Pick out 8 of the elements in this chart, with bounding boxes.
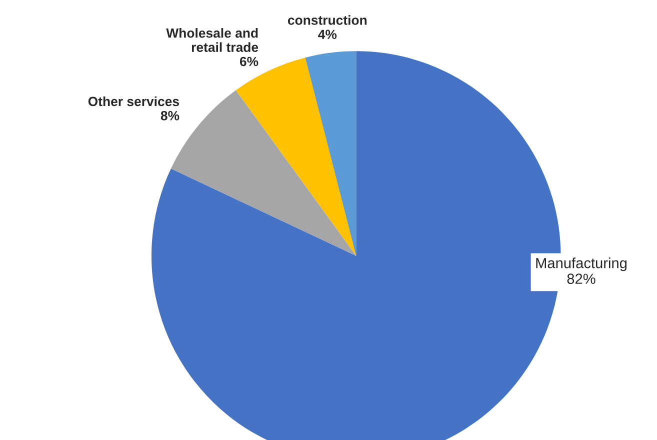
- data-label: 82%: [567, 274, 596, 284]
- slice-label: Wholesale and retail trade: [166, 28, 258, 52]
- data-label: 6%: [240, 56, 258, 66]
- slice-label: Other services: [88, 96, 179, 106]
- data-label: 4%: [318, 30, 337, 40]
- data-label: 8%: [160, 111, 180, 120]
- slice-label: construction: [288, 15, 367, 25]
- slice-label: Manufacturing: [536, 258, 627, 272]
